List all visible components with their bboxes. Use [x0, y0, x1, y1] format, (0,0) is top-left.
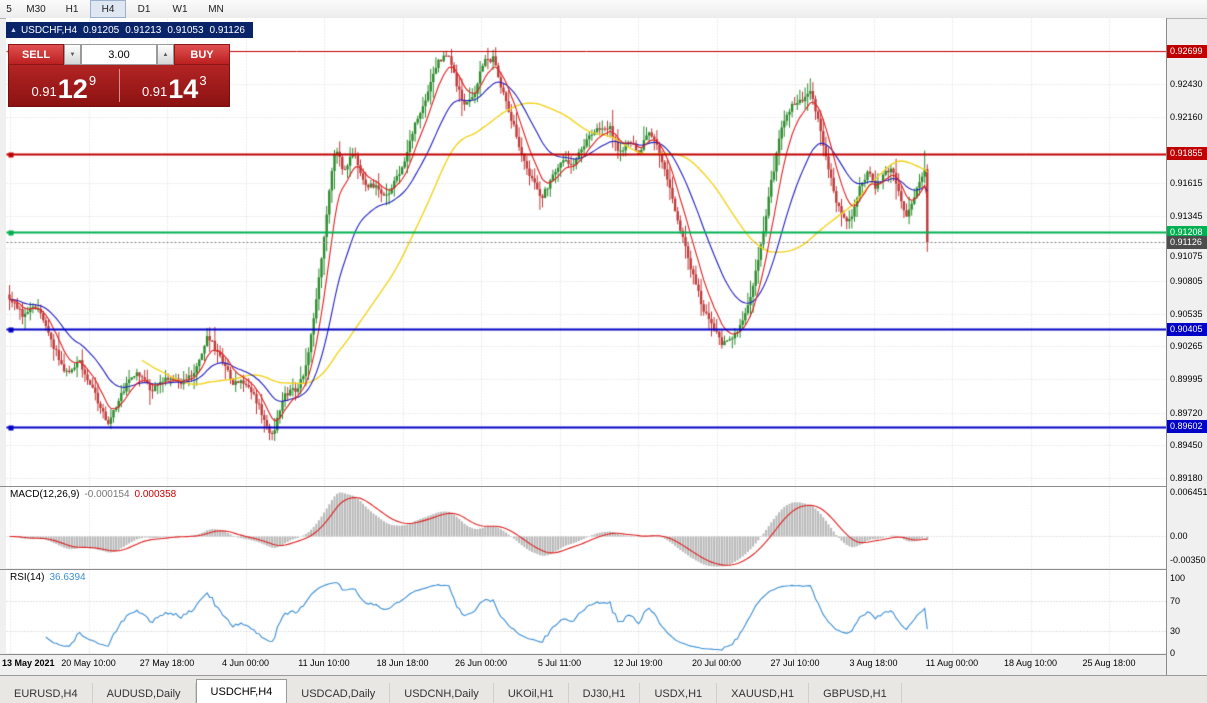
time-label: 18 Jun 18:00: [376, 658, 429, 668]
price-badge-0-89602: 0.89602: [1167, 420, 1207, 434]
time-label: 11 Aug 00:00: [925, 658, 979, 668]
time-label: 4 Jun 00:00: [221, 658, 270, 668]
volume-increase-button[interactable]: ▲: [157, 44, 174, 65]
chart-icon: ▲: [10, 26, 17, 34]
price-badge-0-91208: 0.91208: [1167, 225, 1207, 239]
rsi-indicator-chart[interactable]: [6, 570, 1166, 653]
rsi-scale-label: 70: [1170, 595, 1181, 606]
volume-input[interactable]: [81, 44, 157, 65]
macd-scale-label: -0.00350: [1170, 554, 1206, 565]
rsi-scale-label: 30: [1170, 625, 1181, 636]
time-label: 27 May 18:00: [139, 658, 195, 668]
rsi-scale-label: 0: [1170, 648, 1176, 658]
timeframe-button-5[interactable]: 5: [6, 3, 12, 15]
volume-decrease-button[interactable]: ▼: [64, 44, 81, 65]
chart-tab-audusd-daily[interactable]: AUDUSD,Daily: [93, 683, 196, 703]
macd-panel-label: MACD(12,26,9) -0.000154 0.000358: [10, 489, 176, 500]
ask-price-point: 3: [199, 73, 207, 88]
time-axis: 13 May 2021 20 May 10:00 27 May 18:00 4 Jun…: [0, 655, 1166, 675]
time-label: 20 May 10:00: [61, 658, 116, 668]
chart-symbol-title: USDCHF,H4: [20, 24, 78, 36]
macd-indicator-chart[interactable]: [6, 487, 1166, 568]
price-tick: 0.91615: [1170, 177, 1203, 188]
macd-scale-label: 0.006451: [1170, 487, 1207, 497]
chart-tab-eurusd-h4[interactable]: EURUSD,H4: [0, 683, 93, 703]
macd-scale-label: 0.00: [1170, 531, 1188, 541]
price-tick: 0.89720: [1170, 407, 1203, 418]
ask-price-button[interactable]: 0.91 14 3: [120, 65, 230, 106]
buy-button[interactable]: BUY: [174, 44, 230, 65]
price-badge-0-91855: 0.91855: [1167, 147, 1207, 161]
price-tick: 0.92430: [1170, 79, 1203, 89]
price-tick: 0.90535: [1170, 308, 1203, 319]
price-tick: 0.90805: [1170, 275, 1203, 286]
timeframe-button-h4[interactable]: H4: [90, 0, 126, 18]
price-tick: 0.89995: [1170, 374, 1203, 385]
price-tick: 0.91075: [1170, 251, 1203, 262]
time-label: 5 Jul 11:00: [537, 658, 582, 668]
triangle-up-icon: ▲: [162, 51, 169, 58]
ohlc-high: 0.91213: [125, 24, 162, 36]
sell-button[interactable]: SELL: [8, 44, 64, 65]
timeframe-button-m30[interactable]: M30: [26, 3, 46, 15]
time-label: 11 Jun 10:00: [298, 658, 350, 668]
time-label: 27 Jul 10:00: [770, 658, 820, 668]
panel-separator[interactable]: [0, 569, 1166, 570]
time-label: 3 Aug 18:00: [849, 658, 898, 668]
macd-label: MACD(12,26,9): [10, 489, 80, 500]
rsi-value: 36.6394: [49, 572, 86, 583]
chart-tab-gbpusd-h1[interactable]: GBPUSD,H1: [809, 683, 902, 703]
bid-price-point: 9: [88, 73, 97, 88]
panel-separator[interactable]: [0, 486, 1166, 487]
price-tick: 0.91345: [1170, 210, 1203, 221]
chart-title-bar: ▲ USDCHF,H4 0.91205 0.91213 0.91053 0.91…: [6, 22, 253, 38]
chart-tab-dj30-h1[interactable]: DJ30,H1: [569, 683, 641, 703]
price-tick: 0.89450: [1170, 440, 1203, 451]
rsi-panel-label: RSI(14) 36.6394: [10, 572, 86, 583]
ohlc-open: 0.91205: [83, 24, 120, 36]
chart-tab-usdcad-daily[interactable]: USDCAD,Daily: [287, 683, 391, 703]
triangle-down-icon: ▼: [69, 51, 76, 58]
time-label: 25 Aug 18:00: [1082, 658, 1136, 668]
price-axis-separator: [1166, 18, 1167, 675]
price-badge-0-92699: 0.92699: [1167, 44, 1207, 58]
time-label: 26 Jun 00:00: [454, 658, 508, 668]
time-label: 20 Jul 00:00: [691, 658, 742, 668]
ohlc-low: 0.91053: [167, 24, 204, 36]
time-label: 12 Jul 19:00: [613, 658, 663, 668]
price-tick: 0.92160: [1170, 111, 1203, 122]
price-badge-0-90405: 0.90405: [1167, 322, 1207, 336]
time-label: 18 Aug 10:00: [1003, 658, 1058, 668]
price-tick: 0.89180: [1170, 472, 1203, 483]
price-badge-0-91126: 0.91126: [1167, 235, 1207, 249]
panel-separator: [0, 654, 1166, 655]
rsi-scale-label: 100: [1170, 573, 1186, 583]
timeframe-toolbar: 5 M30 H1 H4 D1 W1 MN: [0, 0, 1207, 19]
bid-price-button[interactable]: 0.91 12 9: [9, 65, 119, 106]
chart-tab-usdcnh-daily[interactable]: USDCNH,Daily: [390, 683, 494, 703]
ask-price-pips: 14: [168, 74, 199, 105]
rsi-label: RSI(14): [10, 572, 45, 583]
timeframe-button-mn[interactable]: MN: [208, 3, 224, 15]
timeframe-button-w1[interactable]: W1: [172, 3, 188, 15]
price-axis: 0.92699 0.91855 0.91208 0.91126 0.90405 0.896…: [1167, 18, 1207, 675]
chart-tab-usdx-h1[interactable]: USDX,H1: [640, 683, 718, 703]
chart-tab-ukoil-h1[interactable]: UKOil,H1: [494, 683, 569, 703]
timeframe-button-h1[interactable]: H1: [65, 3, 79, 15]
chart-tab-bar: EURUSD,H4 AUDUSD,Daily USDCHF,H4 USDCAD,Dai…: [0, 675, 1207, 703]
price-tick: 0.90265: [1170, 341, 1203, 352]
ask-price-prefix: 0.91: [141, 84, 168, 99]
chart-tab-usdchf-h4[interactable]: USDCHF,H4: [195, 679, 288, 703]
macd-value-signal: 0.000358: [134, 489, 177, 500]
time-label: 13 May 2021: [2, 658, 55, 668]
timeframe-button-d1[interactable]: D1: [137, 3, 151, 15]
chart-tab-xauusd-h1[interactable]: XAUUSD,H1: [717, 683, 810, 703]
ohlc-close: 0.91126: [209, 24, 245, 36]
bid-price-pips: 12: [57, 74, 88, 105]
macd-value-main: -0.000154: [84, 489, 130, 500]
quote-divider: [118, 69, 120, 102]
bid-price-prefix: 0.91: [31, 84, 57, 99]
